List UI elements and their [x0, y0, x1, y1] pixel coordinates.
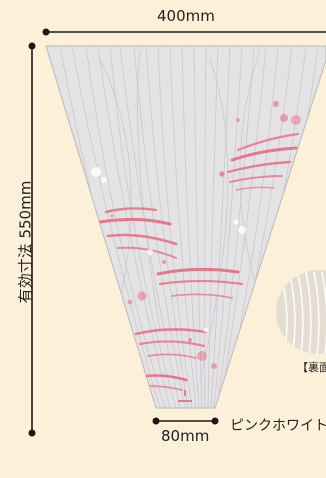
back-pattern-swatch [276, 270, 326, 354]
bottom-dimension-line [152, 417, 219, 425]
top-dimension-line [42, 28, 326, 36]
bottom-width-label: 80mm [161, 427, 210, 445]
top-width-label: 400mm [157, 7, 215, 25]
effective-height-label: 有効寸法 550mm [16, 180, 35, 304]
cone-bag [45, 45, 326, 409]
color-name-label: ピンクホワイト [230, 418, 326, 434]
height-dimension-line [28, 42, 36, 437]
back-side-label: 【裏面 [297, 361, 326, 374]
